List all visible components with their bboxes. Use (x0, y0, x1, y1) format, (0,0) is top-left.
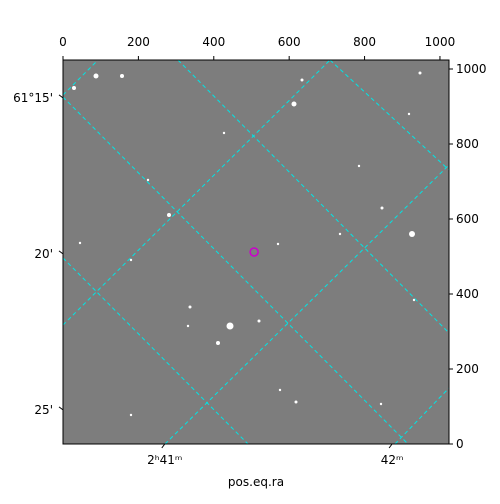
world-y-tick-label: 61°15' (13, 91, 53, 105)
y-tick-label: 400 (456, 287, 479, 301)
y-tick-label: 800 (456, 137, 479, 151)
x-tick-label: 800 (353, 35, 376, 49)
x-tick-label: 0 (59, 35, 67, 49)
grid-line (329, 60, 449, 171)
grid-line (63, 60, 99, 96)
x-axis-label: pos.eq.ra (228, 475, 284, 489)
world-grid (63, 60, 449, 444)
x-tick-label: 600 (278, 35, 301, 49)
x-tick-label: 400 (202, 35, 225, 49)
world-y-tick (58, 406, 64, 411)
x-tick-label: 200 (127, 35, 150, 49)
y-tick-label: 600 (456, 212, 479, 226)
marker (249, 247, 259, 257)
world-y-tick-label: 25' (34, 403, 53, 417)
world-y-tick (58, 94, 64, 99)
grid-line (177, 60, 449, 334)
grid-line (63, 96, 409, 444)
y-tick-label: 200 (456, 362, 479, 376)
world-x-tick (161, 443, 166, 449)
world-x-tick-label: 42ᵐ (381, 453, 404, 467)
axes-frame (62, 59, 450, 445)
world-x-tick-label: 2ʰ41ᵐ (147, 453, 182, 467)
world-x-tick (388, 443, 393, 449)
grid-line (164, 164, 449, 444)
grid-line (394, 387, 449, 444)
image (63, 60, 449, 444)
stars (72, 71, 422, 417)
world-y-tick (58, 250, 64, 255)
y-tick-label: 0 (456, 437, 464, 451)
y-tick-label: 1000 (456, 62, 487, 76)
world-y-tick-label: 20' (34, 247, 53, 261)
x-tick-label: 1000 (425, 35, 456, 49)
grid-line (63, 257, 249, 444)
